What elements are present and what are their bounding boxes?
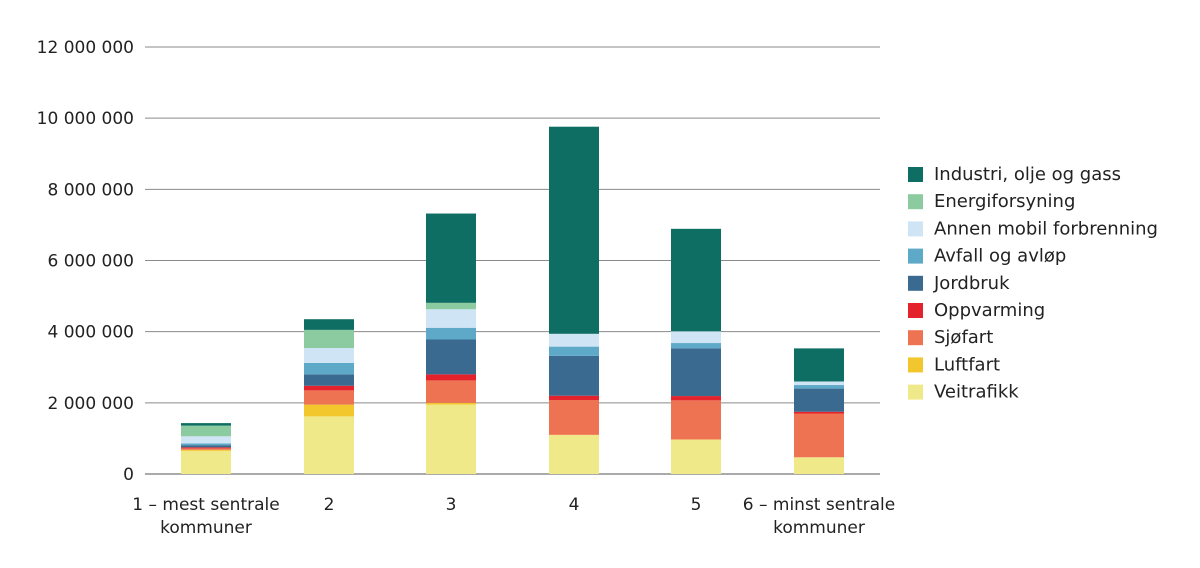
- legend-label: Energiforsyning: [934, 191, 1075, 212]
- legend-swatch: [908, 248, 923, 264]
- bar-segment: [181, 443, 231, 446]
- bar-segment: [181, 423, 231, 426]
- legend-swatch: [908, 167, 923, 182]
- legend-item: Jordbruk: [908, 273, 1010, 294]
- bar-segment: [426, 339, 476, 375]
- bar-segment: [549, 399, 599, 435]
- legend-item: Oppvarming: [908, 300, 1045, 321]
- bar-segment: [181, 449, 231, 451]
- legend-item: Industri, olje og gass: [908, 164, 1121, 185]
- legend-swatch: [908, 221, 923, 237]
- bar-segment: [304, 385, 354, 391]
- bar-segment: [671, 228, 721, 332]
- bar-segment: [794, 348, 844, 382]
- y-tick-label: 6 000 000: [47, 252, 134, 272]
- legend-label: Luftfart: [934, 354, 1000, 375]
- bar-segment: [671, 439, 721, 474]
- legend-label: Oppvarming: [934, 300, 1045, 321]
- bar-segment: [426, 374, 476, 381]
- x-tick-label: 6 – minst sentrale kommuner: [743, 495, 895, 538]
- bar-segment: [794, 413, 844, 458]
- bar-segment: [426, 309, 476, 328]
- bar-segment: [304, 390, 354, 405]
- legend-label: Avfall og avløp: [934, 246, 1066, 267]
- bar-segment: [549, 126, 599, 334]
- legend-item: Sjøfart: [908, 327, 993, 348]
- legend-item: Veitrafikk: [908, 382, 1019, 403]
- bar-segment: [304, 348, 354, 363]
- legend-item: Annen mobil forbrenning: [908, 218, 1158, 239]
- bar-segment: [426, 302, 476, 310]
- bar-segment: [671, 331, 721, 344]
- bar-segment: [794, 388, 844, 412]
- x-tick-label: 2: [324, 495, 335, 515]
- bar-segment: [426, 327, 476, 340]
- legend-swatch: [908, 330, 923, 346]
- legend-label: Jordbruk: [933, 273, 1010, 294]
- x-tick-label: 3: [446, 495, 457, 515]
- bar-segment: [181, 445, 231, 448]
- bar-segment: [426, 380, 476, 403]
- bar-segment: [671, 343, 721, 349]
- legend-label: Industri, olje og gass: [934, 164, 1121, 185]
- bar-segment: [794, 411, 844, 414]
- axis-labels: 0 2 000 000 4 000 000 6 000 000 8 000 000 10 …: [37, 38, 896, 538]
- legend-swatch: [908, 194, 923, 210]
- legend: Industri, olje og gass Energiforsyning Ann…: [908, 164, 1158, 403]
- bar-segment: [549, 346, 599, 356]
- x-tick-label: 1 – mest sentrale kommuner: [132, 495, 279, 538]
- legend-item: Luftfart: [908, 354, 1000, 375]
- bar-segment: [304, 329, 354, 349]
- x-tick-label: 5: [691, 495, 702, 515]
- legend-swatch: [908, 357, 923, 373]
- gridlines: [145, 46, 880, 475]
- x-tick-label: 4: [569, 495, 580, 515]
- bar-segment: [181, 425, 231, 437]
- bar-segment: [794, 385, 844, 389]
- legend-label: Annen mobil forbrenning: [934, 218, 1158, 239]
- bars: [181, 126, 844, 474]
- bar-segment: [549, 355, 599, 396]
- legend-swatch: [908, 275, 923, 291]
- y-tick-label: 8 000 000: [47, 180, 134, 200]
- legend-item: Energiforsyning: [908, 191, 1075, 212]
- y-tick-label: 2 000 000: [47, 394, 134, 414]
- bar-segment: [426, 402, 476, 405]
- y-tick-label: 0: [123, 465, 134, 485]
- legend-label: Veitrafikk: [934, 382, 1019, 403]
- bar-segment: [671, 396, 721, 401]
- legend-swatch: [908, 384, 923, 400]
- bar-segment: [671, 348, 721, 397]
- bar-segment: [181, 450, 231, 474]
- bar-segment: [304, 362, 354, 375]
- bar-segment: [426, 213, 476, 303]
- bar-segment: [304, 374, 354, 386]
- bar-segment: [181, 448, 231, 450]
- legend-item: Avfall og avløp: [908, 246, 1066, 267]
- bar-segment: [304, 319, 354, 330]
- bar-segment: [549, 333, 599, 347]
- bar-segment: [794, 381, 844, 386]
- y-tick-label: 10 000 000: [37, 109, 134, 129]
- y-tick-label: 12 000 000: [37, 38, 134, 58]
- y-tick-label: 4 000 000: [47, 323, 134, 343]
- bar-segment: [426, 404, 476, 474]
- bar-segment: [549, 395, 599, 400]
- bar-segment: [794, 457, 844, 474]
- bar-segment: [304, 416, 354, 474]
- bar-segment: [671, 400, 721, 440]
- bar-segment: [181, 436, 231, 444]
- legend-label: Sjøfart: [934, 327, 993, 348]
- bar-segment: [549, 434, 599, 474]
- bar-segment: [181, 447, 231, 449]
- bar-segment: [304, 404, 354, 417]
- legend-swatch: [908, 303, 923, 318]
